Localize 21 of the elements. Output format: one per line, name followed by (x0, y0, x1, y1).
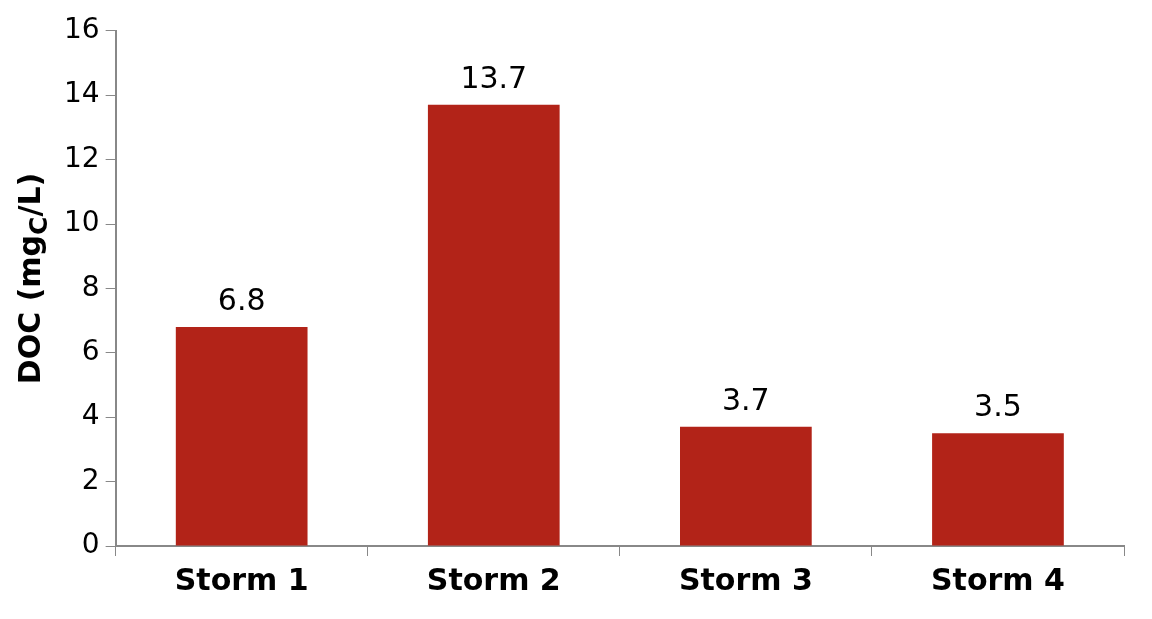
data-label: 3.7 (722, 381, 770, 417)
y-tick-label: 8 (81, 269, 100, 303)
y-tick-label: 0 (81, 527, 100, 561)
y-tick-label: 12 (63, 140, 100, 174)
y-tick-label: 10 (63, 205, 100, 239)
y-tick-label: 6 (81, 334, 100, 368)
y-tick-label: 2 (81, 462, 100, 496)
bar (680, 426, 812, 546)
data-label: 3.5 (974, 388, 1022, 424)
y-tick-label: 4 (81, 398, 100, 432)
y-tick-label: 14 (63, 76, 100, 110)
bar (427, 104, 560, 546)
x-tick-label: Storm 4 (930, 561, 1065, 597)
x-tick-label: Storm 1 (174, 561, 309, 597)
y-tick-label: 16 (63, 12, 100, 46)
bar (175, 327, 308, 546)
bar (932, 433, 1064, 546)
x-tick-label: Storm 3 (678, 561, 813, 597)
data-label: 13.7 (460, 59, 528, 95)
x-tick-label: Storm 2 (426, 561, 561, 597)
data-label: 6.8 (217, 281, 266, 317)
